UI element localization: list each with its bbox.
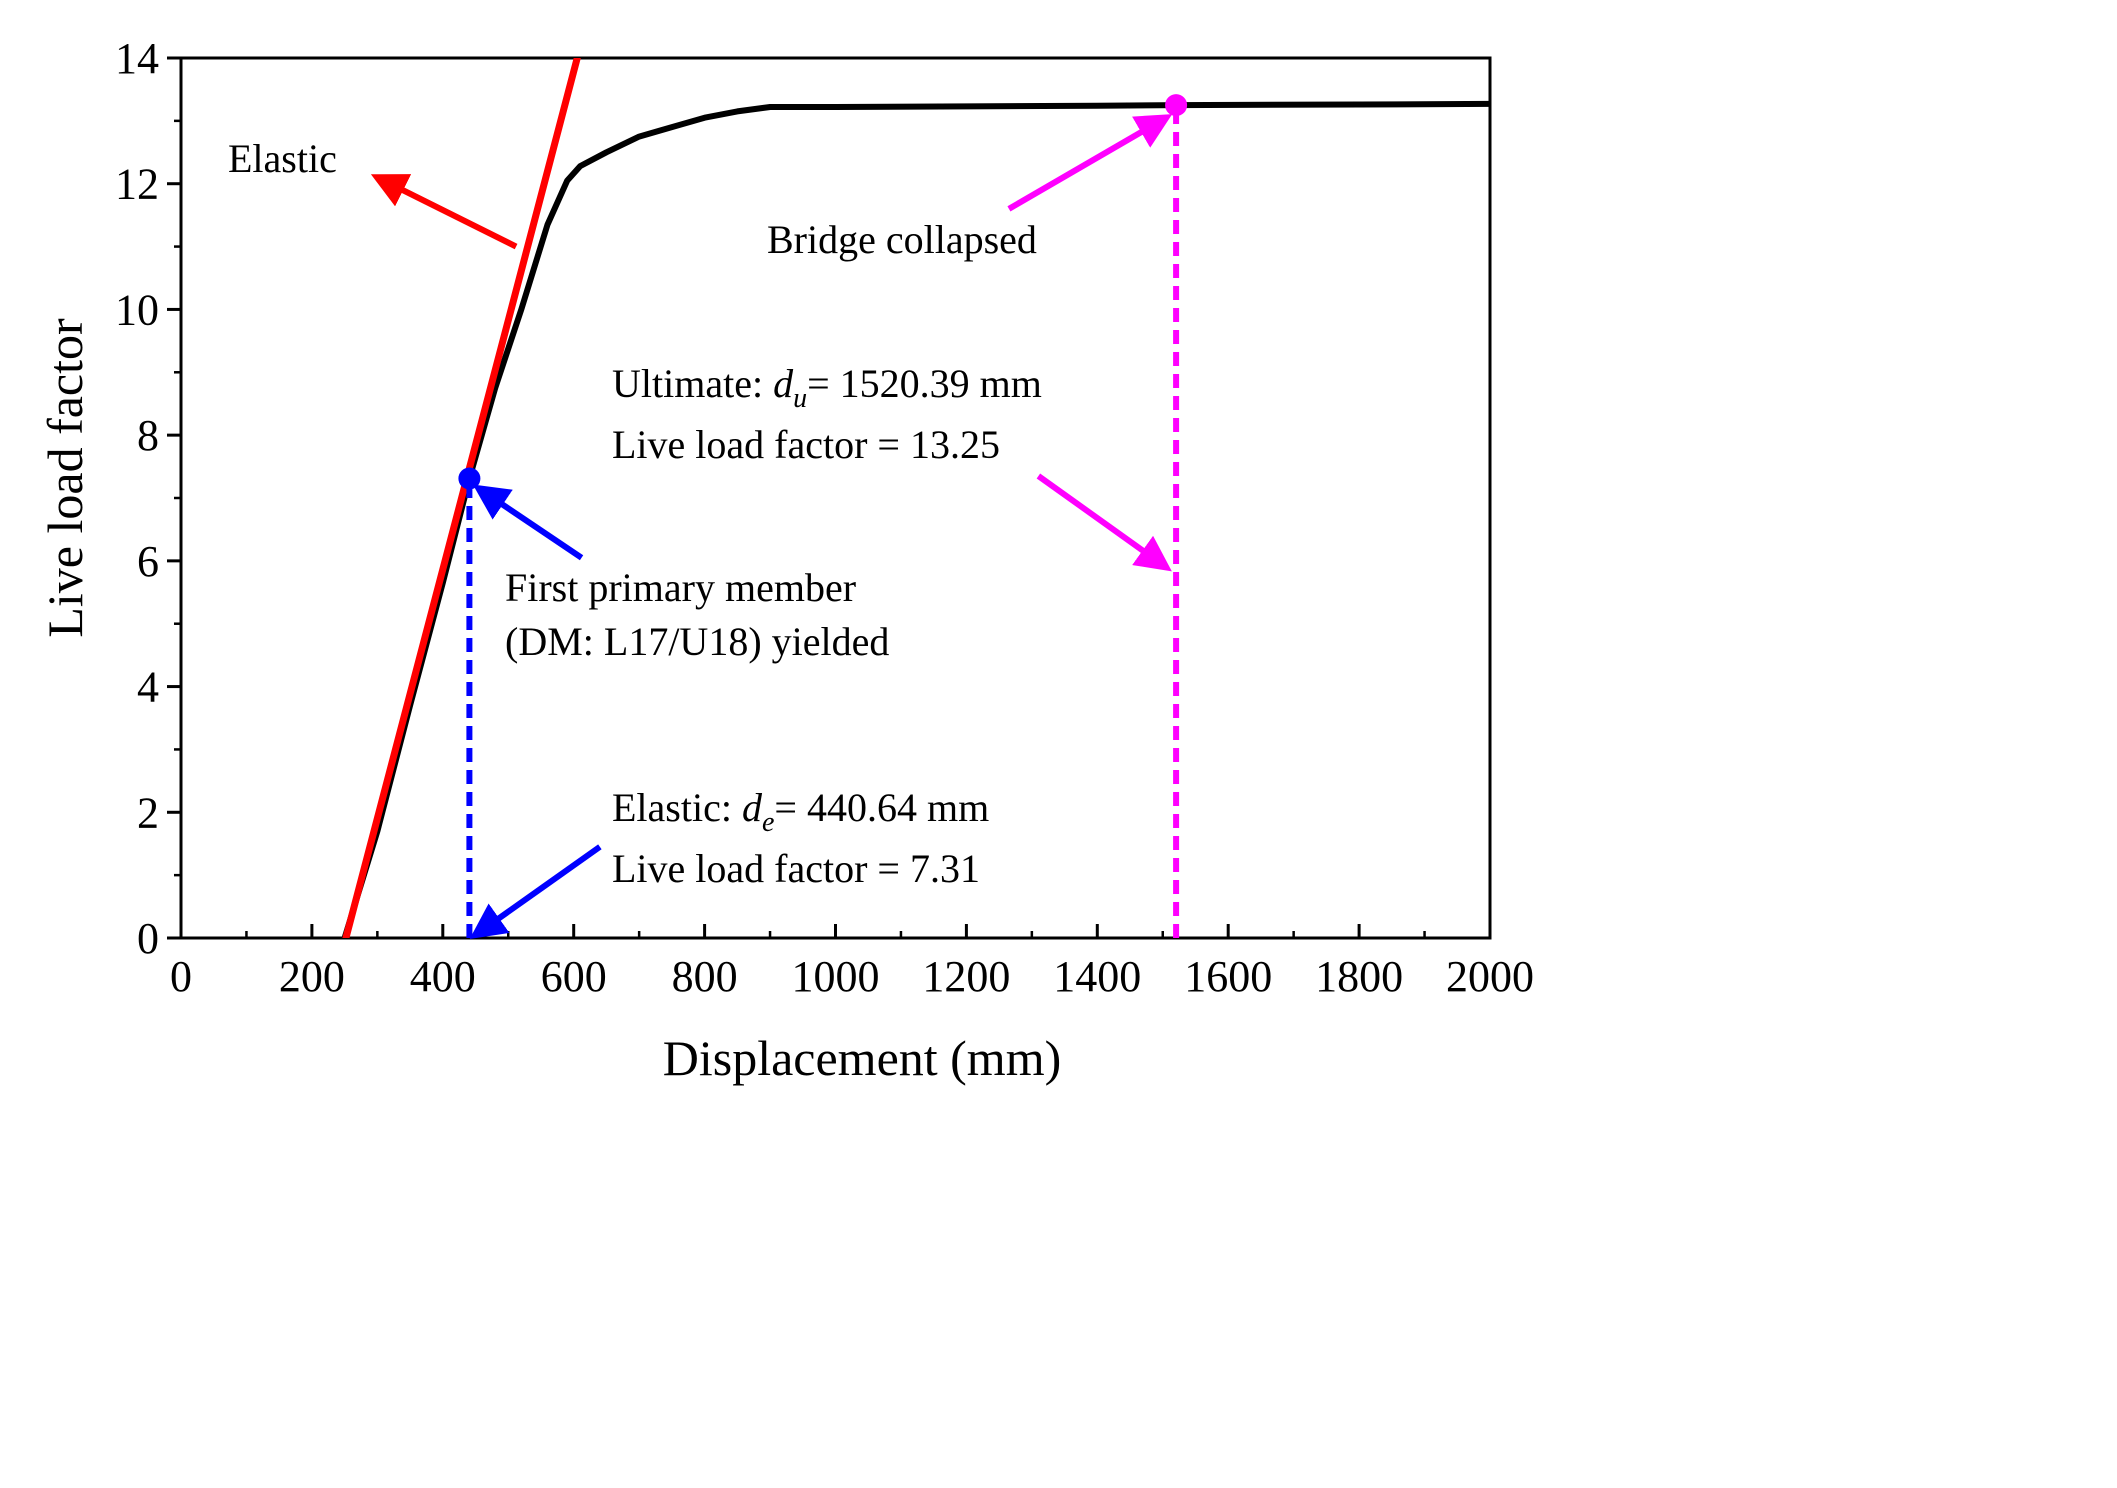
x-tick-label: 1400 [1053,952,1141,1001]
y-tick-label: 0 [137,914,159,963]
x-tick-label: 2000 [1446,952,1534,1001]
y-axis-title: Live load factor [37,318,93,638]
y-tick-label: 12 [115,160,159,209]
x-tick-label: 0 [170,952,192,1001]
y-tick-label: 14 [115,34,159,83]
elastic-point [458,467,481,490]
y-tick-label: 4 [137,663,159,712]
bridge-collapsed-arrow [1007,114,1173,212]
x-tick-label: 600 [541,952,607,1001]
elastic-label-arrow [370,174,518,250]
y-tick-label: 2 [137,788,159,837]
markers-layer [458,94,1188,490]
first-member-label-line2: (DM: L17/U18) yielded [505,619,889,664]
first-member-arrow [472,484,584,561]
bridge-collapsed-label: Bridge collapsed [767,217,1037,262]
series-layer [341,58,1490,938]
elastic-value-arrow [469,844,602,940]
elastic-displacement-label: Elastic: de= 440.64 mm [612,785,989,838]
y-tick-label: 8 [137,411,159,460]
arrows-layer [370,114,1173,940]
elastic-factor-label: Live load factor = 7.31 [612,846,980,891]
ultimate-point [1165,94,1188,117]
x-tick-label: 200 [279,952,345,1001]
elastic-symbol: d [742,785,763,830]
elastic-value: = 440.64 mm [774,785,989,830]
elastic-subscript: e [762,807,774,838]
ultimate-factor-label: Live load factor = 13.25 [612,422,1000,467]
x-tick-label: 1800 [1315,952,1403,1001]
x-axis-title: Displacement (mm) [663,1030,1062,1086]
elastic-prefix: Elastic: [612,785,742,830]
first-member-label-line1: First primary member [505,565,856,610]
y-tick-label: 10 [115,285,159,334]
ultimate-displacement-label: Ultimate: du= 1520.39 mm [612,361,1042,414]
x-tick-label: 1200 [922,952,1010,1001]
x-tick-label: 400 [410,952,476,1001]
x-tick-label: 1600 [1184,952,1272,1001]
ultimate-value: = 1520.39 mm [807,361,1042,406]
ultimate-prefix: Ultimate: [612,361,773,406]
ultimate-subscript: u [793,383,807,414]
x-tick-label: 800 [672,952,738,1001]
y-axis-ticks: 0 2 4 6 8 10 12 14 [115,34,181,963]
load-displacement-chart: 0 200 400 600 800 1000 1200 1400 1600 1800 2000 0 2… [37,34,1534,1086]
y-tick-label: 6 [137,537,159,586]
ultimate-symbol: d [773,361,794,406]
x-axis-ticks: 0 200 400 600 800 1000 1200 1400 1600 1800 2000 [170,924,1534,1001]
elastic-reference-line [342,58,581,938]
guides-layer [466,105,1180,938]
x-tick-label: 1000 [792,952,880,1001]
ultimate-value-arrow [1036,473,1172,572]
elastic-line-label: Elastic [228,136,337,181]
